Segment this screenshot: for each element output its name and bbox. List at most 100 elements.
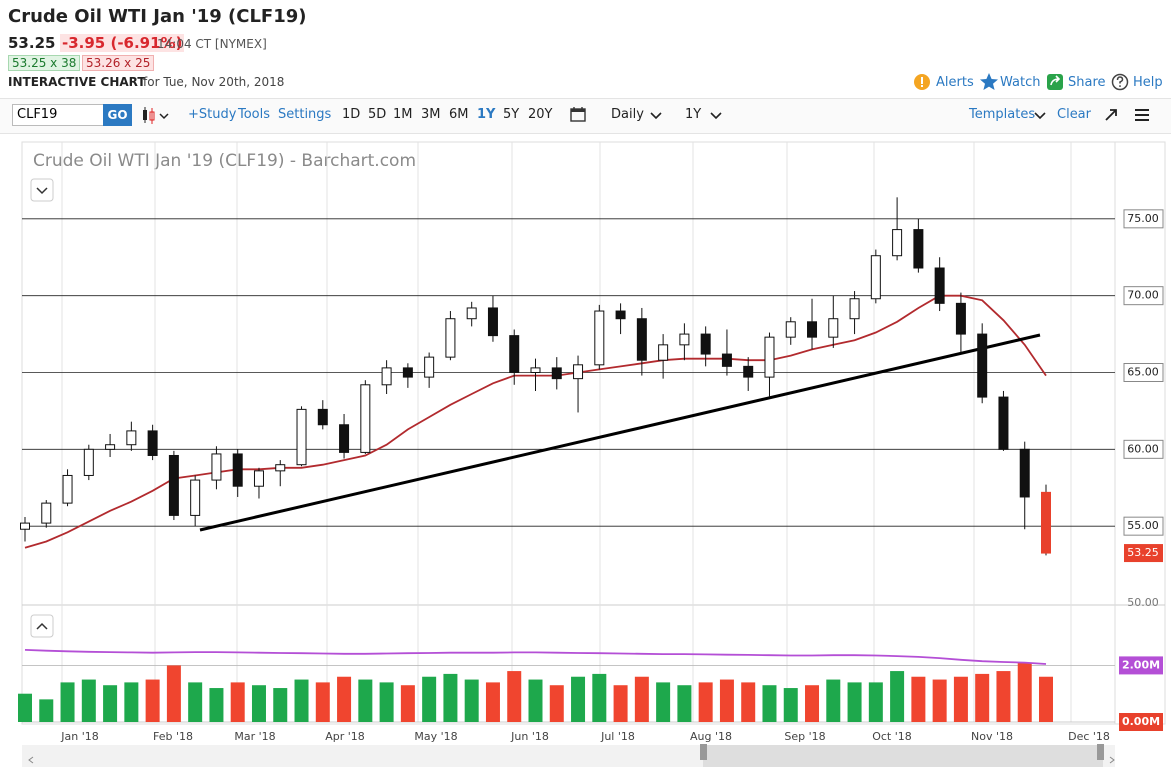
y-tick-box: [1123, 209, 1164, 229]
volume-bar: [315, 682, 330, 722]
symbol-input[interactable]: CLF19: [12, 104, 104, 126]
share-link[interactable]: Share: [1068, 75, 1106, 90]
period-button[interactable]: 6M: [449, 107, 469, 122]
chevron: [650, 112, 662, 120]
volume-bar: [358, 679, 373, 722]
range-select[interactable]: 1Y: [685, 107, 702, 122]
candle-body: [41, 502, 52, 524]
volume-bar: [996, 671, 1011, 722]
y-tick-box: [1123, 286, 1164, 306]
candle-body: [381, 367, 392, 386]
candle-body: [402, 367, 413, 378]
period-button[interactable]: 5D: [368, 107, 387, 122]
volume-bar: [337, 676, 352, 722]
volume-bar: [719, 679, 734, 722]
candle-body: [679, 333, 690, 346]
volume-bar: [145, 679, 160, 722]
x-tick-label: Feb '18: [153, 730, 193, 743]
volume-bar: [953, 676, 968, 722]
volume-bar: [677, 685, 692, 722]
candle-body: [892, 229, 903, 257]
candle-body: [168, 454, 179, 516]
period-button[interactable]: 5Y: [503, 107, 520, 122]
candle-body: [551, 367, 562, 380]
volume-bar: [571, 676, 586, 722]
interval-select[interactable]: Daily: [611, 107, 644, 122]
share-icon[interactable]: [1046, 73, 1064, 91]
templates-menu[interactable]: Templates: [969, 107, 1036, 122]
chevron: [710, 112, 722, 120]
candle-body: [658, 344, 669, 361]
volume-bar: [805, 685, 820, 722]
period-button[interactable]: 1Y: [477, 107, 496, 122]
candle-body: [147, 430, 158, 456]
toolbar-link[interactable]: Settings: [278, 107, 332, 122]
volume-tick-label: 2.00M: [1122, 658, 1160, 671]
volume-bar: [60, 682, 75, 722]
collapse-button[interactable]: [30, 178, 54, 202]
go-button[interactable]: GO: [103, 104, 132, 126]
candle-body: [913, 229, 924, 269]
help-link[interactable]: Help: [1133, 75, 1163, 90]
volume-bar: [826, 679, 841, 722]
volume-bar: [124, 682, 139, 722]
period-button[interactable]: 1D: [342, 107, 361, 122]
candle-body: [275, 464, 286, 472]
volume-bar: [911, 676, 926, 722]
volume-bar: [868, 682, 883, 722]
x-tick-label: Oct '18: [872, 730, 912, 743]
volume-bar: [166, 665, 181, 722]
watch-icon[interactable]: [979, 72, 999, 92]
volume-bar: [890, 671, 905, 722]
candle-body: [360, 384, 371, 453]
candle-body: [211, 453, 222, 481]
volume-tick-label: 0.00M: [1122, 715, 1160, 728]
y-tick-box: [1123, 363, 1164, 382]
calendar-icon[interactable]: [570, 106, 586, 122]
volume-bar: [592, 673, 607, 722]
alerts-link[interactable]: Alerts: [936, 75, 974, 90]
y-tick-label: 60.00: [1127, 442, 1159, 455]
period-button[interactable]: 3M: [421, 107, 441, 122]
expand-icon[interactable]: [1104, 108, 1118, 122]
candle-body: [487, 307, 498, 337]
chart-type-menu[interactable]: [140, 106, 174, 126]
watch-link[interactable]: Watch: [1000, 75, 1041, 90]
last-price: 53.25: [8, 34, 56, 52]
toolbar-link[interactable]: +Study: [188, 107, 237, 122]
clear-button[interactable]: Clear: [1057, 107, 1091, 122]
scroll-handle[interactable]: [700, 744, 707, 760]
candle-body: [466, 307, 477, 320]
scroll-handle[interactable]: [1097, 744, 1104, 760]
last-price-box: [1124, 544, 1163, 563]
menu-icon[interactable]: [1134, 108, 1150, 122]
chart-date: for Tue, Nov 20th, 2018: [143, 75, 285, 89]
candle-body: [849, 298, 860, 320]
toolbar-link[interactable]: Tools: [238, 107, 271, 122]
period-button[interactable]: 20Y: [528, 107, 553, 122]
help-icon[interactable]: [1111, 73, 1129, 91]
volume-average-line: [24, 649, 1047, 665]
candle-body: [828, 318, 839, 338]
volume-bar: [209, 688, 224, 722]
volume-bar: [103, 685, 118, 722]
x-tick-label: Nov '18: [971, 730, 1013, 743]
volume-bar: [443, 673, 458, 722]
price-change: -3.95 (-6.91%): [60, 34, 185, 52]
candle-body: [424, 356, 435, 378]
volume-bar: [1039, 676, 1053, 722]
volume-tick-box: [1119, 713, 1163, 731]
candle-body: [190, 479, 201, 516]
expand-button[interactable]: [30, 614, 54, 638]
candle-body: [807, 321, 818, 338]
volume-bar: [634, 676, 649, 722]
candle-body: [296, 408, 307, 466]
volume-bar: [18, 693, 32, 722]
x-tick-label: Sep '18: [784, 730, 825, 743]
volume-bar: [783, 688, 798, 722]
period-button[interactable]: 1M: [393, 107, 413, 122]
scrollbar-thumb[interactable]: [703, 745, 1103, 767]
alerts-icon[interactable]: [913, 73, 931, 91]
volume-bar: [400, 685, 415, 722]
